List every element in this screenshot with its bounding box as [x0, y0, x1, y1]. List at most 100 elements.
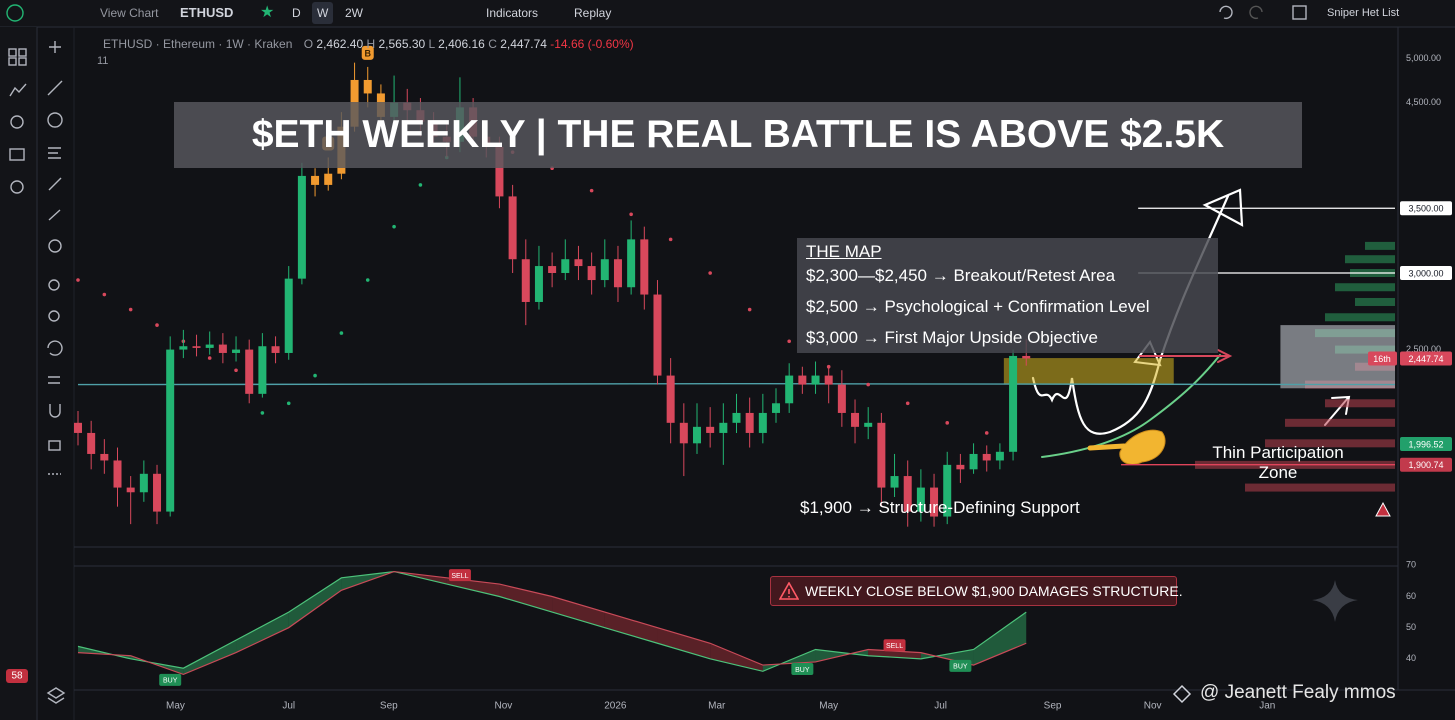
volume-profile-bar — [1355, 297, 1395, 306]
candle-body — [982, 453, 991, 461]
chat-icon[interactable] — [9, 148, 25, 161]
replay-button[interactable]: Replay — [574, 6, 612, 20]
candle-body — [772, 403, 781, 413]
crosshair-icon[interactable] — [49, 41, 61, 53]
layout-icon[interactable] — [8, 57, 17, 66]
candle-body — [666, 375, 675, 423]
x-tick-label: Mar — [708, 701, 726, 712]
indicator-icon[interactable] — [10, 115, 24, 129]
warning-icon — [779, 582, 799, 600]
osc-tick-label: 70 — [1406, 560, 1416, 570]
volume-profile-bar — [1365, 241, 1395, 250]
badge — [361, 45, 374, 60]
watermark: @ Jeanett Fealy mmos — [1200, 682, 1396, 703]
price-label: 3,500.00 — [1408, 204, 1443, 214]
interval[interactable]: D — [292, 6, 301, 20]
warning-text: WEEKLY CLOSE BELOW $1,900 DAMAGES STRUCT… — [805, 583, 1183, 599]
osc-ribbon — [552, 596, 605, 628]
user-icon[interactable] — [10, 180, 24, 194]
candle-body — [205, 344, 214, 348]
ohlc-key: L — [428, 37, 435, 51]
layout-name[interactable]: Sniper Het List — [1327, 7, 1400, 19]
ohlc-key: C — [488, 37, 497, 51]
left-toolbar — [0, 27, 37, 720]
favorite-star[interactable]: ★ — [260, 4, 275, 21]
brush-icon[interactable] — [48, 209, 61, 221]
candle-body — [679, 422, 688, 444]
osc-line — [77, 570, 1027, 676]
lock-icon[interactable] — [48, 440, 61, 451]
indicator-count[interactable]: 11 — [97, 55, 109, 67]
candle-body — [126, 487, 135, 493]
signal-badge — [159, 673, 182, 686]
price-label-bg — [1400, 457, 1452, 472]
candle-body — [824, 375, 833, 385]
candle-body — [192, 346, 201, 348]
signal-badge — [883, 639, 906, 652]
layout-icon[interactable] — [18, 57, 27, 66]
trend-path — [1041, 354, 1221, 458]
view-chart[interactable]: View Chart — [100, 6, 159, 20]
candle-body — [1022, 355, 1031, 359]
signal-badge — [448, 569, 471, 582]
layers-icon[interactable] — [46, 687, 66, 704]
candle-body — [864, 422, 873, 427]
indicators-button[interactable]: Indicators — [486, 6, 539, 20]
interval-active[interactable]: W — [312, 2, 334, 24]
osc-ribbon — [288, 577, 342, 628]
candle-body — [587, 266, 596, 281]
candle-body — [600, 259, 609, 281]
candle-body — [324, 173, 333, 185]
candle-body — [719, 422, 728, 433]
zoom-out-icon[interactable] — [48, 310, 60, 322]
shape-icon[interactable] — [47, 112, 63, 128]
sar-dot — [866, 382, 870, 387]
tool-icons[interactable] — [6, 4, 1307, 704]
ruler-icon[interactable] — [48, 177, 62, 191]
watermark-icon — [1172, 684, 1192, 704]
candle-body — [245, 349, 254, 394]
layout-icon[interactable] — [18, 48, 27, 57]
hand-finger — [1087, 443, 1127, 451]
sparkle-icon — [1312, 580, 1358, 622]
candle-body — [930, 487, 939, 517]
symbol[interactable]: ETHUSD — [180, 5, 234, 20]
osc-ribbon — [236, 612, 289, 653]
candle-body — [521, 259, 530, 302]
magnet-icon[interactable] — [49, 404, 61, 418]
zone-note: Thin Participation Zone — [1212, 443, 1344, 482]
reset-icon[interactable] — [47, 340, 63, 356]
annotations — [1031, 188, 1391, 704]
layout-icon[interactable] — [8, 48, 17, 57]
change: -14.66 (-0.60%) — [550, 37, 634, 51]
ohlc-value: 2,462.40 — [316, 37, 364, 51]
sar-dot — [76, 278, 80, 282]
sar-dot — [260, 411, 265, 415]
candle-body — [745, 412, 754, 433]
sar-dot — [905, 401, 910, 406]
candle-body — [903, 476, 912, 512]
checkbox[interactable] — [1292, 5, 1307, 20]
price-pane: BB — [74, 45, 1396, 527]
interval[interactable]: 2W — [345, 6, 363, 20]
x-tick-label: Jul — [934, 701, 947, 712]
magnet-icon[interactable] — [48, 239, 62, 253]
swap-icon[interactable] — [48, 376, 60, 384]
chart-icon[interactable] — [9, 83, 27, 97]
x-tick-label: May — [819, 701, 838, 712]
x-tick-label: Sep — [380, 701, 398, 712]
zoom-in-icon[interactable] — [48, 279, 60, 291]
candle-body — [166, 349, 175, 512]
candle-body — [916, 487, 925, 512]
candle-body — [139, 473, 148, 493]
undo-icon[interactable] — [1219, 5, 1233, 20]
logo — [6, 4, 24, 22]
trend-line-icon[interactable] — [47, 80, 63, 96]
redo-icon[interactable] — [1249, 5, 1263, 20]
ohlc-value: 2,406.16 — [438, 37, 485, 51]
text-icon[interactable] — [48, 147, 61, 159]
x-tick-label: Nov — [494, 701, 512, 712]
sar-dot — [747, 307, 752, 312]
candle-body — [74, 422, 82, 433]
